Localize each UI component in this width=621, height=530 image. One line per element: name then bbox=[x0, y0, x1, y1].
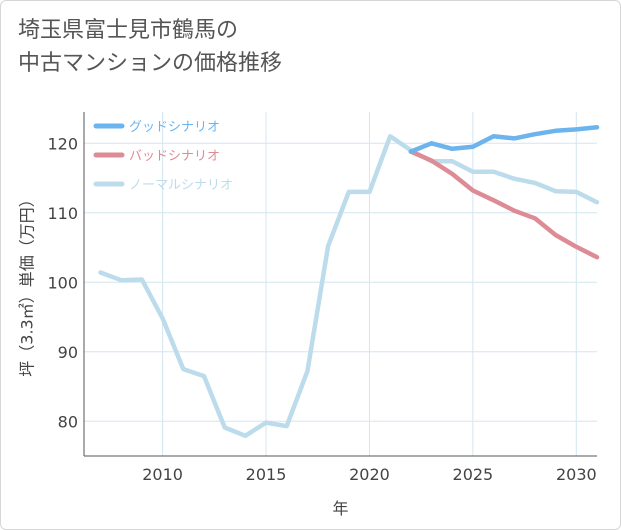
y-tick-label: 110 bbox=[47, 204, 78, 223]
legend-label[interactable]: バッドシナリオ bbox=[129, 149, 220, 164]
series-line-1[interactable] bbox=[408, 125, 600, 154]
x-tick-label: 2030 bbox=[556, 465, 597, 484]
chart-title: 埼玉県富士見市鶴馬の 中古マンションの価格推移 bbox=[18, 14, 282, 80]
x-tick-label: 2025 bbox=[453, 465, 494, 484]
x-tick-label: 2015 bbox=[246, 465, 287, 484]
y-tick-label: 90 bbox=[58, 343, 78, 362]
series-line-3[interactable] bbox=[98, 134, 600, 439]
y-tick-label: 80 bbox=[58, 412, 78, 431]
y-tick-labels: 80 90 100 110 120 bbox=[47, 134, 78, 431]
chart-title-line1: 埼玉県富士見市鶴馬の bbox=[18, 18, 239, 43]
x-axis-label: 年 bbox=[332, 499, 348, 518]
y-tick-label: 120 bbox=[47, 134, 78, 153]
series-lines bbox=[98, 125, 600, 439]
series-line-2[interactable] bbox=[408, 149, 600, 260]
x-tick-label: 2010 bbox=[142, 465, 183, 484]
y-tick-label: 100 bbox=[47, 273, 78, 292]
chart-title-line2: 中古マンションの価格推移 bbox=[18, 51, 283, 76]
legend-label[interactable]: ノーマルシナリオ bbox=[129, 178, 233, 193]
y-axis-label: 坪（3.3㎡）単価（万円） bbox=[18, 191, 37, 376]
x-tick-labels: 2010 2015 2020 2025 2030 bbox=[142, 465, 596, 484]
legend-label[interactable]: グッドシナリオ bbox=[129, 120, 220, 135]
x-tick-label: 2020 bbox=[349, 465, 390, 484]
